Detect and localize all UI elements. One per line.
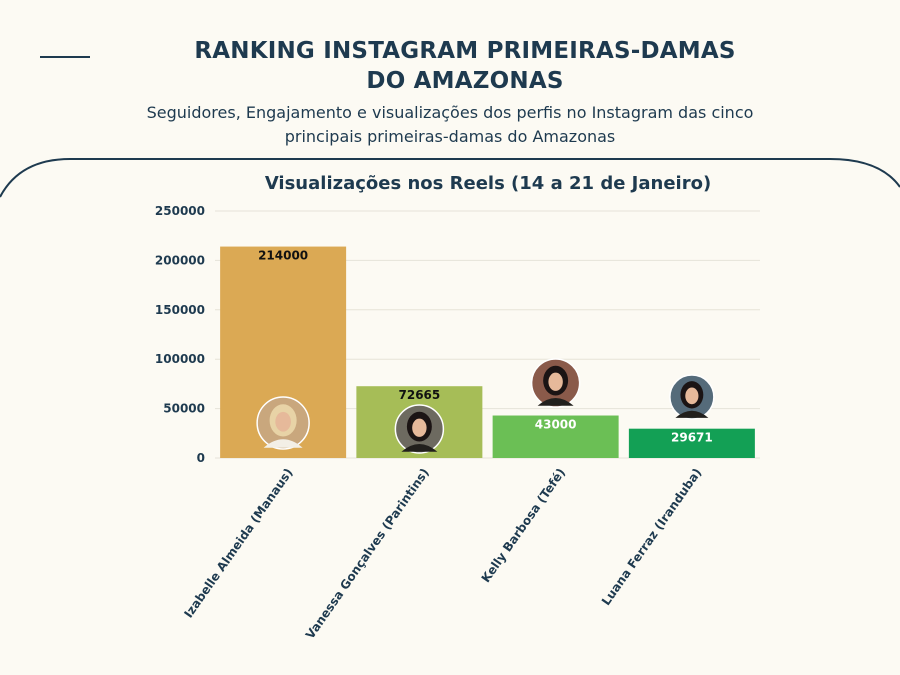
page-subtitle-line-2: principais primeiras-damas do Amazonas bbox=[284, 127, 616, 146]
page-subtitle-line-1: Seguidores, Engajamento e visualizações … bbox=[146, 103, 754, 122]
y-tick-label: 150000 bbox=[155, 303, 205, 317]
data-label: 29671 bbox=[671, 431, 713, 445]
y-tick-label: 100000 bbox=[155, 352, 205, 366]
x-tick-label: Kelly Barbosa (Tefé) bbox=[479, 466, 568, 585]
profile-photo-icon bbox=[394, 404, 445, 454]
data-label: 214000 bbox=[258, 249, 308, 263]
y-tick-label: 0 bbox=[197, 451, 205, 465]
y-tick-label: 200000 bbox=[155, 253, 205, 267]
page-title-line-2: DO AMAZONAS bbox=[366, 68, 564, 94]
y-tick-label: 50000 bbox=[163, 402, 205, 416]
profile-photo-icon bbox=[530, 358, 581, 408]
page-title: RANKING INSTAGRAM PRIMEIRAS-DAMAS DO AMA… bbox=[120, 36, 810, 96]
data-label: 72665 bbox=[399, 388, 441, 402]
bar bbox=[628, 428, 755, 458]
chart-avatars bbox=[256, 358, 715, 454]
data-label: 43000 bbox=[535, 418, 577, 432]
value-labels: 214000 72665 43000 29671 bbox=[258, 249, 713, 445]
x-axis: Izabelle Almeida (Manaus) Vanessa Gonçalv… bbox=[181, 466, 704, 642]
profile-photo-icon bbox=[669, 374, 715, 420]
bar bbox=[492, 415, 619, 458]
x-tick-label: Luana Ferraz (Iranduba) bbox=[599, 466, 704, 608]
decorative-line bbox=[40, 56, 90, 58]
y-axis: 0 50000 100000 150000 200000 250000 bbox=[155, 204, 205, 465]
card-outline bbox=[0, 158, 900, 198]
page-title-line-1: RANKING INSTAGRAM PRIMEIRAS-DAMAS bbox=[194, 38, 736, 64]
chart-title: Visualizações nos Reels (14 a 21 de Jane… bbox=[265, 173, 711, 194]
y-tick-label: 250000 bbox=[155, 204, 205, 218]
profile-photo-icon bbox=[256, 396, 310, 450]
x-tick-label: Vanessa Gonçalves (Parintins) bbox=[303, 466, 432, 642]
x-tick-label: Izabelle Almeida (Manaus) bbox=[181, 466, 295, 621]
page-subtitle: Seguidores, Engajamento e visualizações … bbox=[110, 101, 790, 149]
